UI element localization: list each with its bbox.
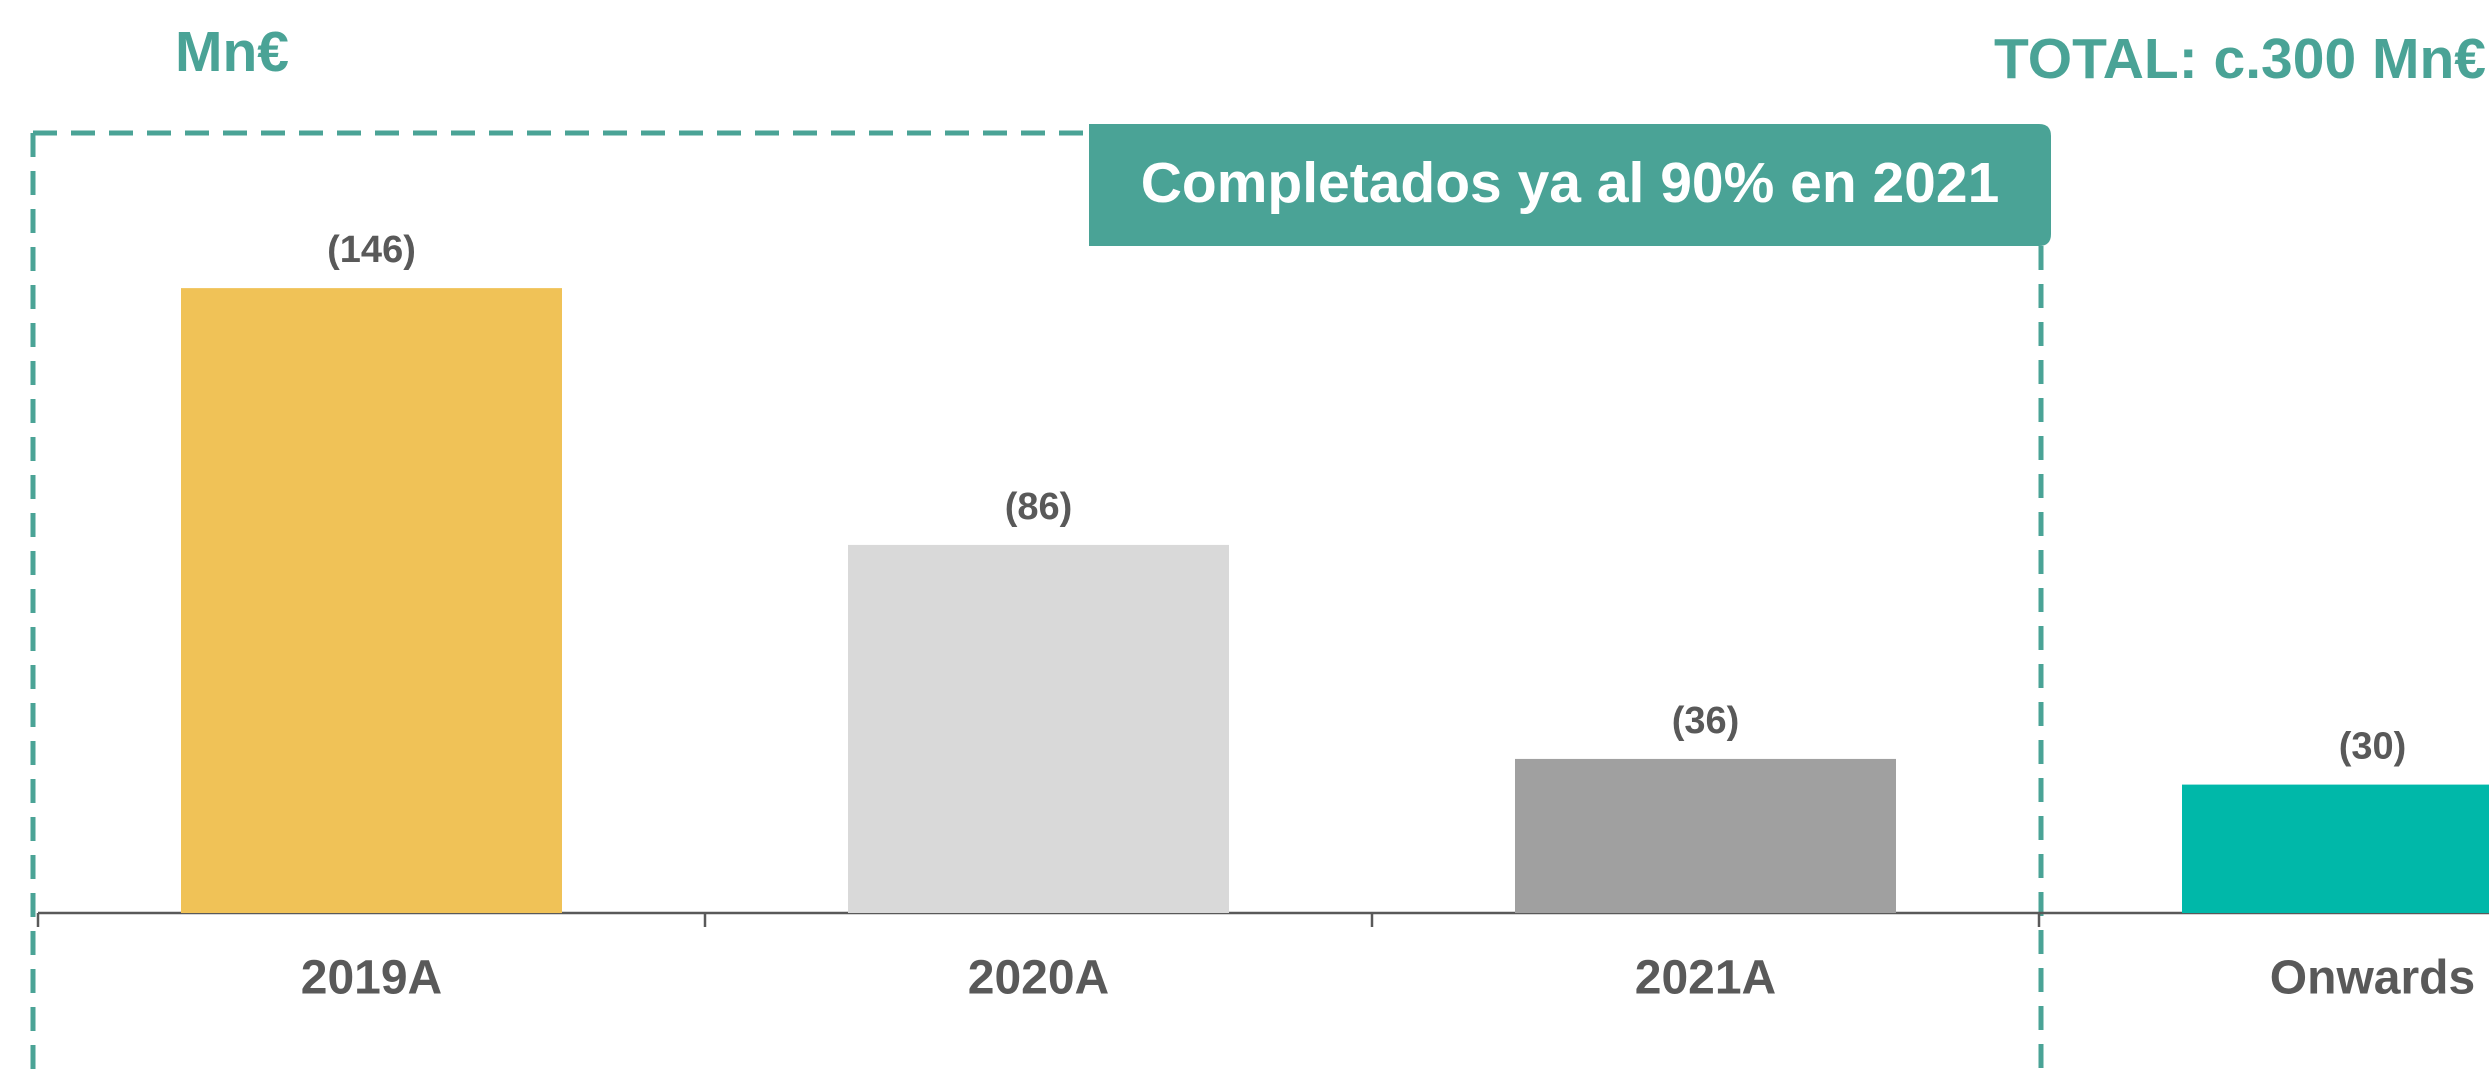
- value-label: (146): [327, 229, 416, 271]
- bar: [2182, 784, 2489, 913]
- value-label: (86): [1005, 486, 1073, 528]
- bar: [181, 288, 562, 913]
- value-label: (30): [2339, 726, 2407, 768]
- total-label: TOTAL: c.300 Mn€: [1994, 27, 2486, 91]
- value-label: (36): [1672, 700, 1740, 742]
- x-tick-label: 2020A: [968, 952, 1109, 1005]
- x-tick-label: 2021A: [1635, 952, 1776, 1005]
- annotation-banner: [1089, 124, 2051, 246]
- bar: [1515, 758, 1896, 913]
- bar: [848, 544, 1229, 913]
- x-tick-label: Onwards: [2270, 952, 2475, 1005]
- annotation-text: Completados ya al 90% en 2021: [1141, 151, 2000, 215]
- x-tick-label: 2019A: [301, 952, 442, 1005]
- unit-label: Mn€: [175, 20, 289, 84]
- dashed-box: [30, 130, 2044, 1073]
